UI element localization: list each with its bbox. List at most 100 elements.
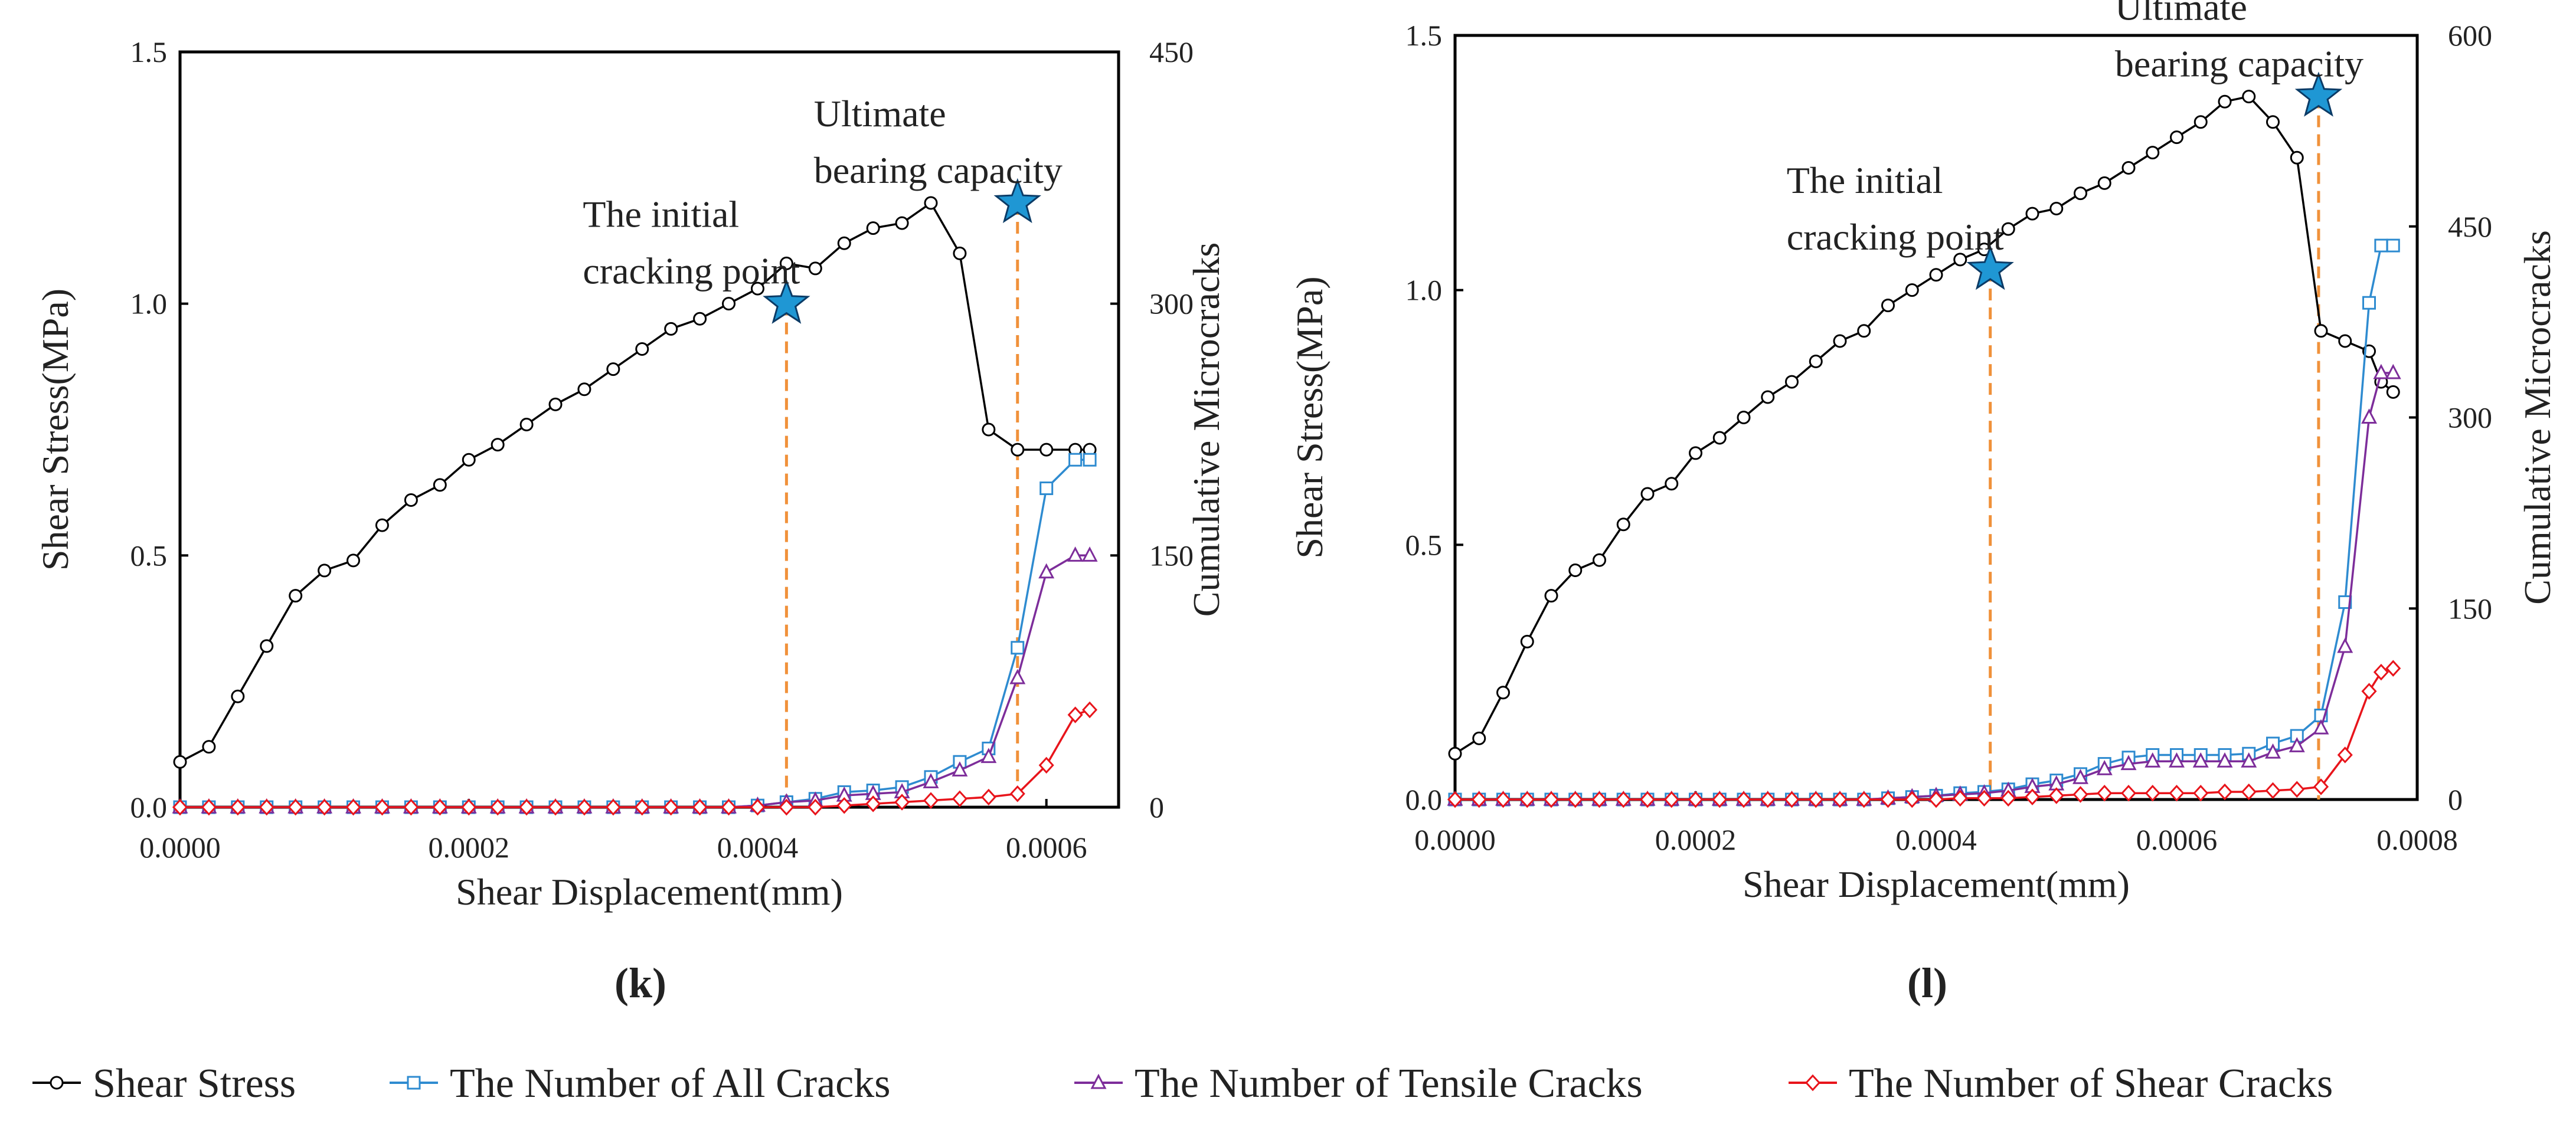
data-point (1593, 553, 1606, 567)
data-point (2145, 752, 2161, 768)
data-point (1856, 791, 1872, 808)
data-point (1785, 375, 1799, 389)
data-point (2385, 660, 2401, 677)
data-point (172, 798, 188, 816)
data-point (1639, 791, 1656, 808)
data-point (2373, 663, 2389, 681)
data-point (201, 798, 217, 816)
data-point (2193, 784, 2209, 802)
data-point (345, 798, 361, 816)
data-point (2217, 783, 2233, 801)
data-point (722, 297, 736, 311)
annotation-text: Ultimate (2115, 0, 2247, 28)
data-point (982, 422, 996, 437)
chart-panel-1: 0.0000 0.0002 0.0004 0.0006 0.0 0.5 1.0 1.5 0 150… (34, 35, 1227, 1007)
data-point (2120, 755, 2137, 771)
y-axis-label: Shear Stress(MPa) (1289, 276, 1331, 558)
data-point (462, 453, 476, 467)
data-point (1881, 299, 1895, 313)
data-point (404, 493, 418, 507)
data-point (1495, 791, 1511, 808)
data-point (289, 589, 303, 603)
data-point (432, 798, 448, 816)
data-point (606, 362, 620, 376)
data-point (952, 761, 968, 777)
data-point (2242, 90, 2256, 104)
data-point (1011, 641, 1025, 655)
data-point (2241, 752, 2257, 768)
data-point (2218, 94, 2232, 109)
data-point (865, 795, 881, 813)
data-point (1929, 268, 1943, 282)
series-shear-stress (173, 196, 1097, 769)
x-tick-label: 0.0004 (717, 831, 799, 864)
data-point (1905, 283, 1919, 297)
y-tick-label: 1.0 (130, 287, 168, 320)
data-point (1809, 355, 1823, 369)
data-point (1952, 789, 1968, 807)
y2-tick-label: 450 (1149, 35, 1194, 68)
data-point (2314, 324, 2328, 338)
data-point (779, 798, 795, 816)
star-marker (2294, 71, 2343, 117)
data-point (2265, 782, 2281, 800)
data-point (374, 798, 390, 816)
data-point (2289, 737, 2305, 752)
data-point (1544, 589, 1558, 603)
data-point (2193, 115, 2208, 129)
data-point (2000, 789, 2016, 807)
data-point (1039, 481, 1054, 496)
data-point (1471, 791, 1487, 808)
y-tick-label: 0.5 (130, 539, 168, 572)
x-tick-label: 0.0006 (2136, 823, 2218, 856)
data-point (1735, 791, 1752, 808)
data-point (1665, 477, 1679, 491)
data-point (2024, 788, 2041, 805)
data-point (1011, 443, 1025, 457)
panel-label: (k) (614, 959, 666, 1007)
data-point (576, 798, 592, 816)
data-point (403, 798, 419, 816)
data-point (2097, 784, 2113, 802)
data-point (721, 798, 737, 816)
data-point (1808, 791, 1824, 808)
data-point (634, 798, 650, 816)
annotation-text: bearing capacity (814, 149, 1063, 191)
y2-tick-label: 150 (1149, 539, 1194, 572)
data-point (2337, 746, 2353, 764)
annotation-text: The initial (1787, 159, 1943, 201)
x-tick-label: 0.0004 (1895, 823, 1977, 856)
data-point (2266, 115, 2280, 129)
x-tick-label: 0.0008 (2376, 823, 2458, 856)
data-point (2373, 363, 2389, 379)
data-point (1688, 791, 1704, 808)
data-point (1760, 791, 1776, 808)
data-point (2313, 719, 2329, 735)
data-point (230, 798, 246, 816)
data-point (2096, 759, 2113, 775)
data-point (1009, 785, 1025, 802)
annotation-text: The initial (583, 194, 739, 235)
chart-panels: 0.0000 0.0002 0.0004 0.0006 0.0 0.5 1.0 1.5 0 150… (34, 0, 2558, 1007)
data-point (1832, 791, 1848, 808)
x-axis-label: Shear Displacement(mm) (456, 871, 843, 913)
y-axis-label: Shear Stress(MPa) (34, 289, 76, 571)
data-point (2120, 784, 2137, 802)
data-point (2385, 363, 2401, 379)
x-tick-label: 0.0006 (1006, 831, 1087, 864)
annotation-text: bearing capacity (2115, 43, 2363, 85)
data-point (923, 773, 939, 788)
data-point (980, 748, 997, 764)
y2-axis-label: Cumulative Microcracks (2516, 230, 2558, 604)
data-point (346, 553, 361, 568)
data-point (287, 798, 303, 816)
data-point (1519, 791, 1535, 808)
data-point (1039, 443, 1054, 457)
y2-tick-label: 300 (1149, 287, 1194, 320)
star-marker (763, 279, 810, 324)
y-tick-label: 0.0 (1405, 783, 1443, 816)
legend-marker (1804, 1074, 1821, 1092)
data-point (837, 236, 851, 250)
legend-item-the-number-of-tensile-cracks: The Number of Tensile Cracks (1074, 1061, 1643, 1106)
data-point (980, 788, 996, 806)
